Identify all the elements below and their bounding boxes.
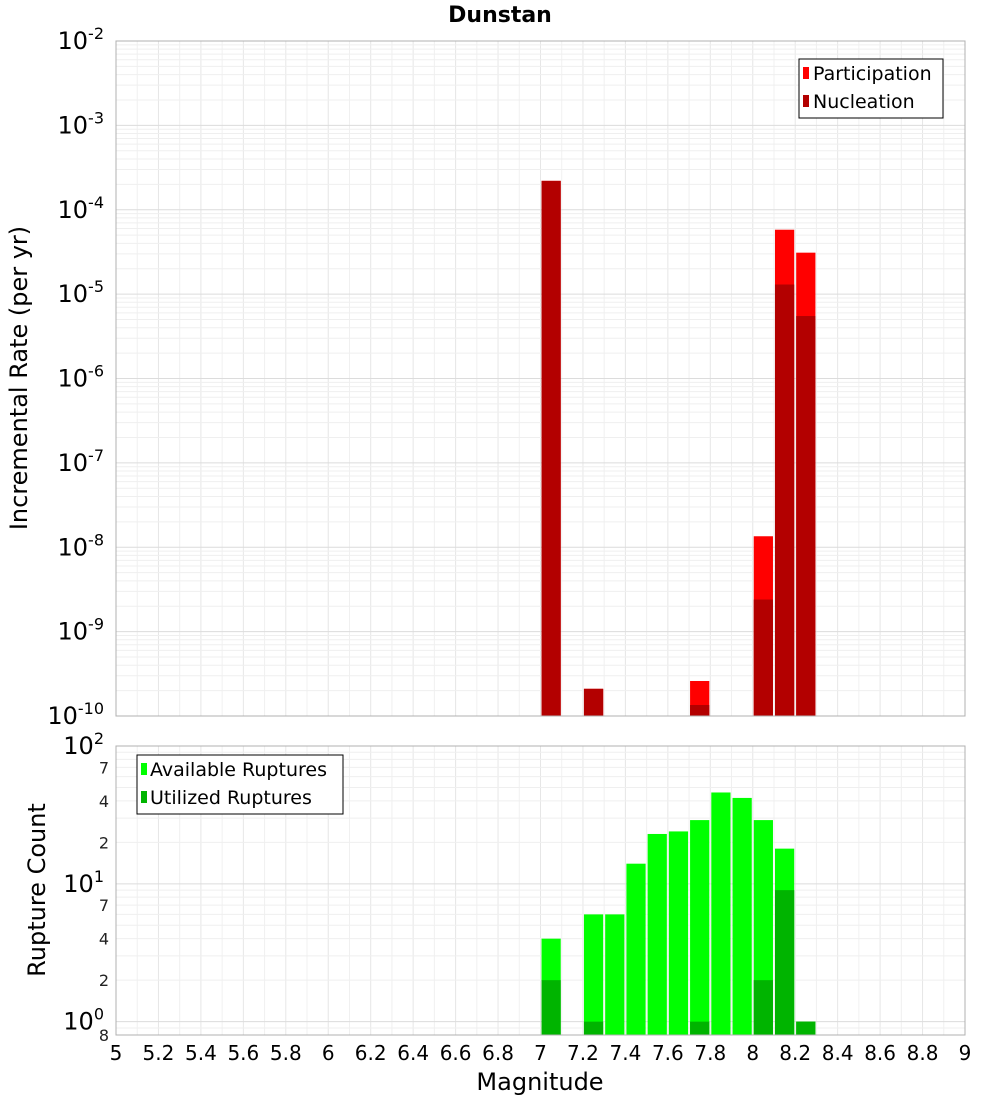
- count-y-minor-tick-label: 4: [99, 930, 109, 949]
- magnitude-tick-label: 8.2: [779, 1041, 811, 1065]
- magnitude-tick-label: 8: [746, 1041, 759, 1065]
- utilized-legend-swatch: [141, 791, 147, 803]
- magnitude-tick-label: 6: [322, 1041, 335, 1065]
- rate-panel: 10-2 10-3 10-4 10-5 10-6 10-7 10-8 10-9 10-10 In…: [5, 24, 966, 730]
- magnitude-tick-label: 7.4: [609, 1041, 641, 1065]
- magnitude-tick-label: 5: [110, 1041, 123, 1065]
- count-y-minor-tick-label: 7: [99, 758, 109, 777]
- count-front-bar: [690, 1021, 710, 1035]
- count-back-bar: [583, 914, 604, 1035]
- participation-legend-label: Participation: [813, 63, 932, 85]
- magnitude-tick-label: 5.4: [185, 1041, 217, 1065]
- magnitude-tick-label: 8.4: [822, 1041, 854, 1065]
- available-legend-swatch: [141, 763, 147, 775]
- count-y-tick-label: 100: [63, 1005, 104, 1036]
- utilized-legend-label: Utilized Ruptures: [150, 787, 312, 809]
- count-legend: Available Ruptures Utilized Ruptures: [136, 754, 344, 815]
- rate-y-tick-label: 10-2: [58, 24, 105, 55]
- rate-front-bar: [753, 599, 773, 716]
- magnitude-tick-label: 6.8: [482, 1041, 514, 1065]
- magnitude-tick-label: 6.6: [440, 1041, 472, 1065]
- count-y-minor-tick-label: 4: [99, 792, 109, 811]
- rate-y-tick-label: 10-8: [58, 530, 105, 561]
- count-back-bar: [626, 863, 646, 1035]
- rate-y-tick-label: 10-3: [58, 108, 105, 139]
- nucleation-legend-label: Nucleation: [813, 91, 915, 113]
- count-back-bar: [668, 831, 689, 1035]
- count-y-axis-label: Rupture Count: [23, 803, 51, 977]
- count-y-minor-tick-label: 7: [99, 896, 109, 915]
- count-back-bar: [711, 792, 731, 1035]
- count-front-bar: [541, 980, 561, 1035]
- count-back-bar: [690, 820, 710, 1035]
- count-panel: 102 101 100 7 4 2 7 4 2 8 5 5.2 5.4 5.6 5.8 6 6.2 6.4 6.6…: [23, 729, 971, 1096]
- count-y-tick-labels: 102 101 100 7 4 2 7 4 2 8: [63, 729, 109, 1045]
- magnitude-tick-label: 7.6: [652, 1041, 684, 1065]
- rate-y-tick-label: 10-9: [58, 615, 105, 646]
- count-y-tick-label: 102: [63, 729, 104, 760]
- x-axis-label: Magnitude: [476, 1068, 603, 1096]
- magnitude-tick-label: 5.8: [270, 1041, 302, 1065]
- count-back-bar: [732, 797, 752, 1035]
- rate-y-tick-label: 10-5: [58, 277, 105, 308]
- rate-y-tick-label: 10-10: [47, 699, 104, 730]
- nucleation-legend-swatch: [803, 95, 809, 107]
- count-legend-box: [136, 754, 344, 815]
- magnitude-tick-label: 7.2: [567, 1041, 599, 1065]
- rate-bars: [541, 180, 816, 717]
- rate-y-tick-label: 10-6: [58, 362, 105, 393]
- magnitude-tick-label: 8.6: [864, 1041, 896, 1065]
- rate-y-axis-label: Incremental Rate (per yr): [5, 226, 33, 530]
- count-front-bar: [583, 1021, 604, 1035]
- magnitude-tick-label: 5.6: [227, 1041, 259, 1065]
- magnitude-tick-label: 6.2: [355, 1041, 387, 1065]
- count-plot-border: [115, 745, 966, 1036]
- rate-y-tick-label: 10-7: [58, 446, 105, 477]
- magnitude-tick-label: 7.8: [694, 1041, 726, 1065]
- count-y-minor-tick-label: 2: [99, 971, 109, 990]
- count-bars: [541, 792, 816, 1035]
- magnitude-tick-label: 5.2: [143, 1041, 175, 1065]
- magnitude-tick-labels: 5 5.2 5.4 5.6 5.8 6 6.2 6.4 6.6 6.8 7 7.2 7.4 7.6 7.8 8…: [110, 1041, 972, 1065]
- chart-title: Dunstan: [448, 3, 552, 28]
- rate-front-bar: [541, 180, 561, 716]
- rate-plot-border: [115, 40, 966, 717]
- rate-y-tick-label: 10-4: [58, 193, 105, 224]
- magnitude-tick-label: 9: [959, 1041, 972, 1065]
- available-legend-label: Available Ruptures: [150, 759, 327, 781]
- count-y-minor-tick-label: 2: [99, 833, 109, 852]
- participation-legend-swatch: [803, 67, 809, 79]
- count-y-tick-label: 101: [63, 867, 104, 898]
- count-y-minor-tick-label: 8: [99, 1026, 109, 1045]
- count-front-bar: [753, 980, 773, 1035]
- rate-front-bar: [796, 316, 816, 716]
- magnitude-tick-label: 6.4: [397, 1041, 429, 1065]
- count-front-bar: [774, 890, 795, 1035]
- rate-legend: Participation Nucleation: [798, 58, 944, 119]
- rate-front-bar: [774, 284, 795, 716]
- magnitude-tick-label: 7: [534, 1041, 547, 1065]
- rate-legend-box: [798, 58, 944, 119]
- count-front-bar: [796, 1021, 816, 1035]
- rate-front-bar: [583, 688, 604, 716]
- rate-grid: [115, 41, 966, 717]
- rate-front-bar: [690, 705, 710, 716]
- count-back-bar: [605, 914, 625, 1035]
- magnitude-tick-label: 8.8: [907, 1041, 939, 1065]
- count-back-bar: [647, 833, 667, 1035]
- rate-y-tick-labels: 10-2 10-3 10-4 10-5 10-6 10-7 10-8 10-9 10-10: [47, 24, 104, 730]
